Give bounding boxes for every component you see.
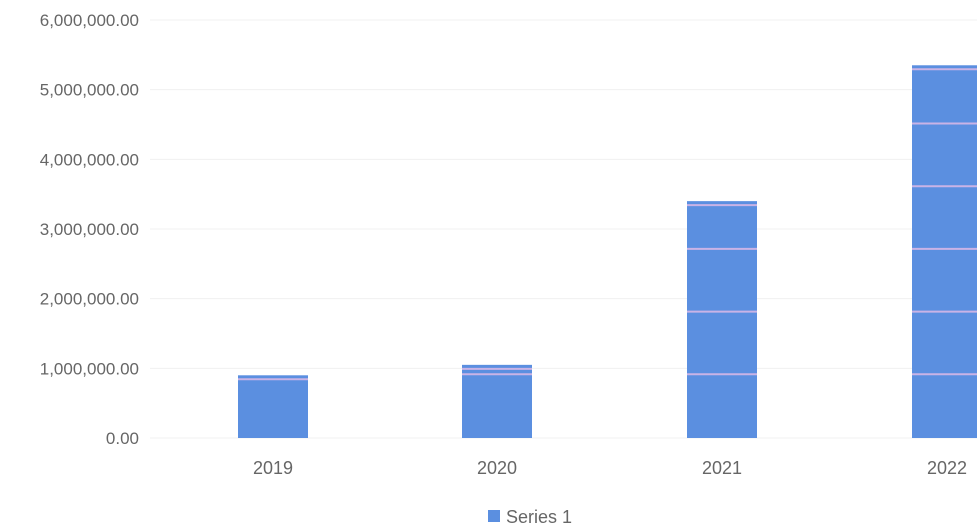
- y-tick-label: 3,000,000.00: [40, 220, 139, 239]
- x-tick-label-2020: 2020: [477, 458, 517, 478]
- y-tick-label: 0.00: [106, 429, 139, 448]
- legend: Series 1: [488, 507, 572, 527]
- y-tick-label: 5,000,000.00: [40, 81, 139, 100]
- bar-2020: [462, 364, 532, 438]
- y-tick-label: 4,000,000.00: [40, 150, 139, 169]
- legend-swatch: [488, 510, 500, 522]
- y-tick-label: 1,000,000.00: [40, 359, 139, 378]
- x-tick-label-2019: 2019: [253, 458, 293, 478]
- y-tick-label: 6,000,000.00: [40, 11, 139, 30]
- x-axis-labels: 2019 2020 2021 2022: [253, 458, 967, 478]
- y-tick-label: 2,000,000.00: [40, 290, 139, 309]
- x-tick-label-2021: 2021: [702, 458, 742, 478]
- bar-2019: [238, 375, 308, 438]
- bar-2022: [912, 65, 977, 439]
- legend-label: Series 1: [506, 507, 572, 527]
- y-axis-ticks: 0.00 1,000,000.00 2,000,000.00 3,000,000.00…: [40, 11, 139, 448]
- bars: [238, 65, 977, 439]
- gridlines: [150, 19, 977, 439]
- x-tick-label-2022: 2022: [927, 458, 967, 478]
- bar-2021: [687, 201, 757, 438]
